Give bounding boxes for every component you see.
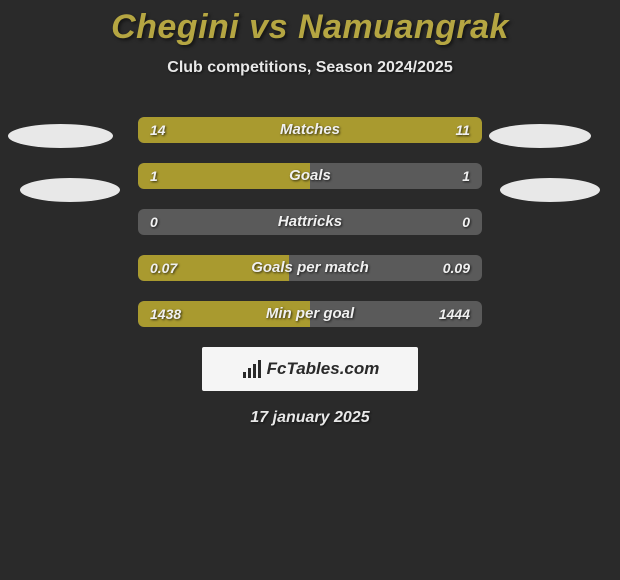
- stat-value-right: 1: [462, 163, 470, 189]
- stat-label: Goals: [138, 163, 482, 189]
- stat-row: 1Goals1: [138, 163, 482, 189]
- decorative-ellipse: [8, 124, 113, 148]
- stat-row: 14Matches11: [138, 117, 482, 143]
- date-label: 17 january 2025: [0, 409, 620, 427]
- logo-box: FcTables.com: [202, 347, 418, 391]
- stat-label: Matches: [138, 117, 482, 143]
- logo-text: FcTables.com: [267, 359, 380, 379]
- stat-row: 0Hattricks0: [138, 209, 482, 235]
- page-title: Chegini vs Namuangrak: [0, 0, 620, 47]
- decorative-ellipse: [489, 124, 591, 148]
- stat-value-right: 0.09: [443, 255, 470, 281]
- stat-label: Hattricks: [138, 209, 482, 235]
- subtitle: Club competitions, Season 2024/2025: [0, 59, 620, 77]
- stat-label: Min per goal: [138, 301, 482, 327]
- stat-label: Goals per match: [138, 255, 482, 281]
- stat-row: 1438Min per goal1444: [138, 301, 482, 327]
- decorative-ellipse: [20, 178, 120, 202]
- bar-chart-icon: [241, 358, 263, 380]
- comparison-rows: 14Matches11 1Goals1 0Hattricks0 0.07Goals p…: [0, 117, 620, 327]
- stat-value-right: 11: [455, 117, 470, 143]
- stat-value-right: 1444: [439, 301, 470, 327]
- stat-value-right: 0: [462, 209, 470, 235]
- decorative-ellipse: [500, 178, 600, 202]
- stat-row: 0.07Goals per match0.09: [138, 255, 482, 281]
